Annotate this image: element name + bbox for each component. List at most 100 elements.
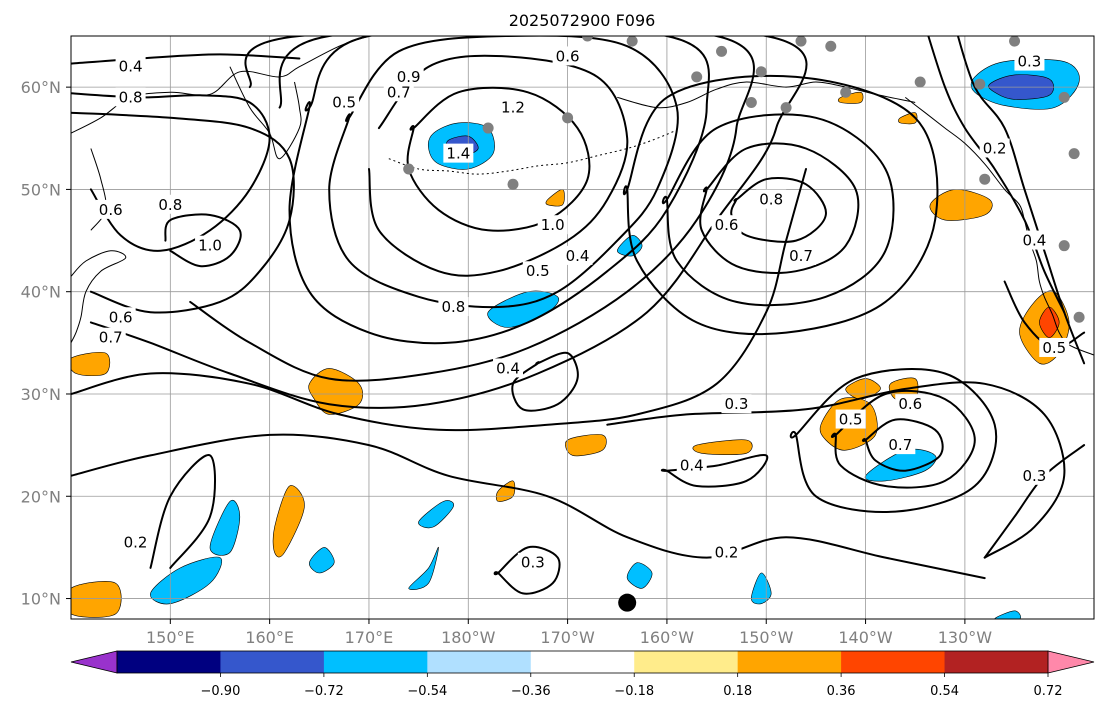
contour-label: 0.9 (397, 68, 421, 86)
station-dot (691, 71, 703, 83)
contour-line (1003, 280, 1086, 350)
contour-label-bg (552, 46, 583, 66)
contour-label-bg (383, 82, 414, 102)
contour-line (71, 433, 986, 580)
colorbar-segment (530, 651, 635, 673)
contour-label: 0.7 (387, 83, 411, 101)
colorbar-frame (116, 650, 1049, 674)
coastline-asia-north (71, 36, 370, 134)
contour-label: 1.0 (198, 237, 222, 255)
lon-tick-label: 140°W (838, 628, 893, 647)
contour-label: 0.7 (888, 436, 912, 454)
shaded-region-pos_0.36_0.54 (837, 91, 864, 104)
contour-label: 0.6 (898, 395, 922, 413)
lat-tick-label: 10°N (21, 590, 61, 609)
station-dot (825, 40, 837, 52)
station-dot (1068, 148, 1080, 160)
contour-label-bg (115, 56, 146, 76)
contour-label-bg (95, 199, 126, 219)
colorbar-tick-label: −0.54 (407, 684, 447, 699)
colorbar-tick-label: 0.36 (827, 684, 856, 699)
contour-line (983, 444, 1086, 559)
contour-label: 0.5 (526, 262, 550, 280)
shaded-region-pos_0.36_0.54 (272, 485, 305, 558)
contour-label-bg (517, 552, 548, 572)
map-title: 2025072900 F096 (509, 11, 656, 30)
contour-label-bg (786, 245, 817, 265)
contour-label: 0.3 (1022, 467, 1046, 485)
contour-label: 1.4 (446, 145, 470, 163)
colorbar-tick-label: −0.18 (614, 684, 654, 699)
colorbar-segment (117, 651, 221, 673)
contour-line (149, 454, 216, 569)
contour-label: 0.2 (983, 140, 1007, 158)
contour-label: 0.7 (99, 329, 123, 347)
colorbar-tick-label: 0.72 (1034, 684, 1063, 699)
contour-label-bg (1014, 51, 1045, 71)
contour-line (368, 54, 629, 277)
contour-label: 0.3 (1018, 53, 1042, 71)
colorbar-tick-label: −0.36 (511, 684, 551, 699)
contour-label-bg (329, 92, 360, 112)
coastline-sakhalin (90, 148, 107, 231)
lon-tick-label: 130°W (938, 628, 993, 647)
station-dot (482, 122, 494, 134)
contour-label: 0.5 (839, 411, 863, 429)
station-dot (626, 36, 638, 47)
contour-label-layer: 0.40.80.90.70.50.61.21.40.6 0.81.01.00.50… (95, 46, 1070, 572)
contour-line (622, 74, 939, 336)
contour-label: 0.7 (789, 247, 813, 265)
contour-line (699, 142, 860, 274)
colorbar-tick-label: −0.90 (201, 684, 241, 699)
station-dot (914, 76, 926, 88)
colorbar-segment (220, 651, 325, 673)
lat-tick-label: 60°N (21, 78, 61, 97)
contour-label-bg (497, 97, 528, 117)
map-frame (70, 35, 1095, 620)
shaded-region-neg_0.54_0.36 (418, 500, 454, 529)
latitude-tick-labels: 10°N 20°N 30°N 40°N 50°N 60°N (21, 78, 71, 609)
station-dot (562, 112, 574, 124)
colorbar-segment (323, 651, 428, 673)
shaded-region-pos_0.36_0.54 (692, 439, 753, 455)
shaded-region-neg_0.54_0.36 (408, 546, 439, 590)
lon-tick-label: 160°E (245, 628, 294, 647)
station-dot (507, 178, 519, 190)
contour-label: 0.3 (521, 554, 545, 572)
shaded-region-neg_0.54_0.36 (994, 610, 1021, 619)
contour-label: 0.2 (124, 533, 148, 551)
colorbar-tick-label: 0.54 (930, 684, 959, 699)
colorbar-extend-low (70, 650, 118, 674)
contour-label: 0.5 (1042, 339, 1066, 357)
shaded-region-pos_0.36_0.54 (71, 581, 122, 618)
contour-line (606, 381, 1066, 559)
contour-label-bg (721, 394, 752, 414)
contour-layer (71, 36, 1086, 595)
contour-label-bg (522, 261, 553, 281)
contour-label-bg (1019, 465, 1050, 485)
map-area: 0.40.80.90.70.50.61.21.40.6 0.81.01.00.50… (71, 36, 1094, 619)
contour-label: 0.5 (332, 93, 356, 111)
coastline-alaska-south (617, 81, 916, 109)
lon-tick-label: 150°E (146, 628, 195, 647)
contour-line (511, 351, 579, 412)
contour-line (730, 177, 827, 243)
contour-line (830, 389, 976, 489)
contour-label-bg (676, 455, 707, 475)
contour-label: 0.4 (119, 58, 143, 76)
contour-label-bg (443, 143, 474, 163)
lat-tick-label: 40°N (21, 283, 61, 302)
colorbar-tick-label: 0.18 (723, 684, 752, 699)
station-dot (755, 66, 767, 78)
contour-label-bg (105, 307, 136, 327)
station-dot (795, 36, 807, 47)
contour-label-bg (195, 235, 226, 255)
coastline-layer (71, 36, 1094, 356)
contour-line (661, 113, 895, 307)
colorbar-tick-label: −0.72 (304, 684, 344, 699)
contour-label-bg (155, 194, 186, 214)
colorbar-segment (634, 651, 739, 673)
shaded-region-pos_0.36_0.54 (565, 434, 607, 457)
lon-tick-label: 150°W (739, 628, 794, 647)
